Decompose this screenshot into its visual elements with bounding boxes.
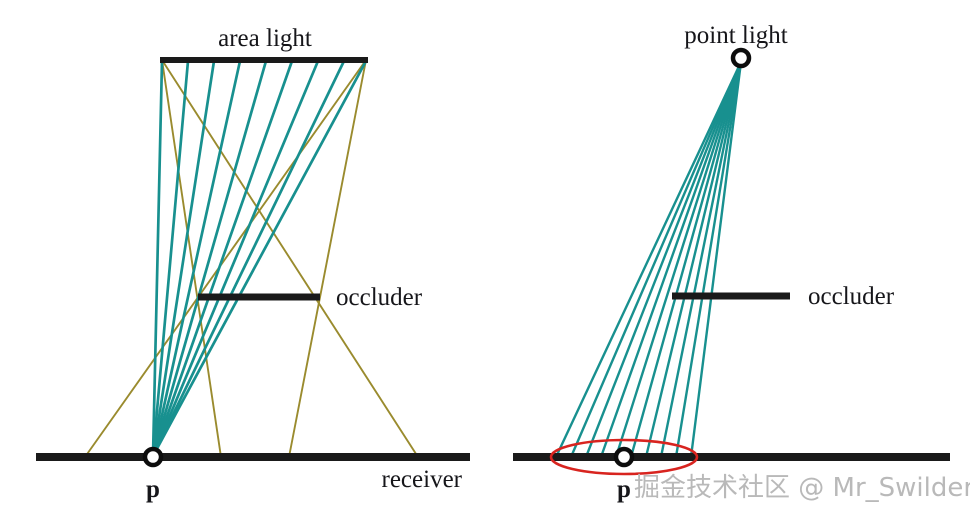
area-light-sample-rays-group xyxy=(151,59,368,458)
area-light-label: area light xyxy=(218,25,312,52)
penumbra-line-4 xyxy=(84,59,367,458)
point-light-ray xyxy=(554,60,743,459)
point-p-label-left: p xyxy=(146,476,160,503)
occluder-label-left: occluder xyxy=(336,284,423,311)
shading-point-marker-right xyxy=(613,446,635,468)
area-sample-ray xyxy=(151,59,164,458)
point-light-label: point light xyxy=(684,22,788,49)
area-sample-ray xyxy=(151,59,242,458)
area-sample-ray xyxy=(151,59,216,458)
point-light-ray xyxy=(569,60,743,459)
point-light-panel: point light occluder p xyxy=(513,22,950,503)
highlight-ellipse xyxy=(549,438,699,476)
area-sample-ray xyxy=(151,59,320,458)
area-sample-ray xyxy=(151,59,294,458)
watermark-label: 掘金技术社区 @ Mr_Swilder xyxy=(634,473,970,503)
point-light-rays-group xyxy=(554,60,743,459)
point-light-ray xyxy=(689,60,743,459)
point-light-ray xyxy=(584,60,743,459)
area-sample-ray xyxy=(151,59,346,458)
point-light-ray xyxy=(629,60,743,459)
occluder-label-right: occluder xyxy=(808,283,895,310)
penumbra-line-2 xyxy=(161,59,222,458)
point-light-ray xyxy=(674,60,743,459)
point-p-label-right: p xyxy=(617,476,631,503)
point-light-ray xyxy=(644,60,743,459)
area-sample-ray xyxy=(151,59,368,458)
point-light-marker xyxy=(730,47,752,69)
receiver-label: receiver xyxy=(382,466,463,493)
penumbra-lines-group xyxy=(84,59,419,458)
point-light-ray xyxy=(599,60,743,459)
point-light-ray xyxy=(659,60,743,459)
area-light-panel: area light occluder receiver p xyxy=(36,25,470,503)
shading-point-marker-left xyxy=(142,446,164,468)
point-light-ray xyxy=(614,60,743,459)
area-sample-ray xyxy=(151,59,268,458)
penumbra-line-1 xyxy=(161,59,419,458)
penumbra-line-3 xyxy=(288,59,367,458)
area-sample-ray xyxy=(151,59,190,458)
